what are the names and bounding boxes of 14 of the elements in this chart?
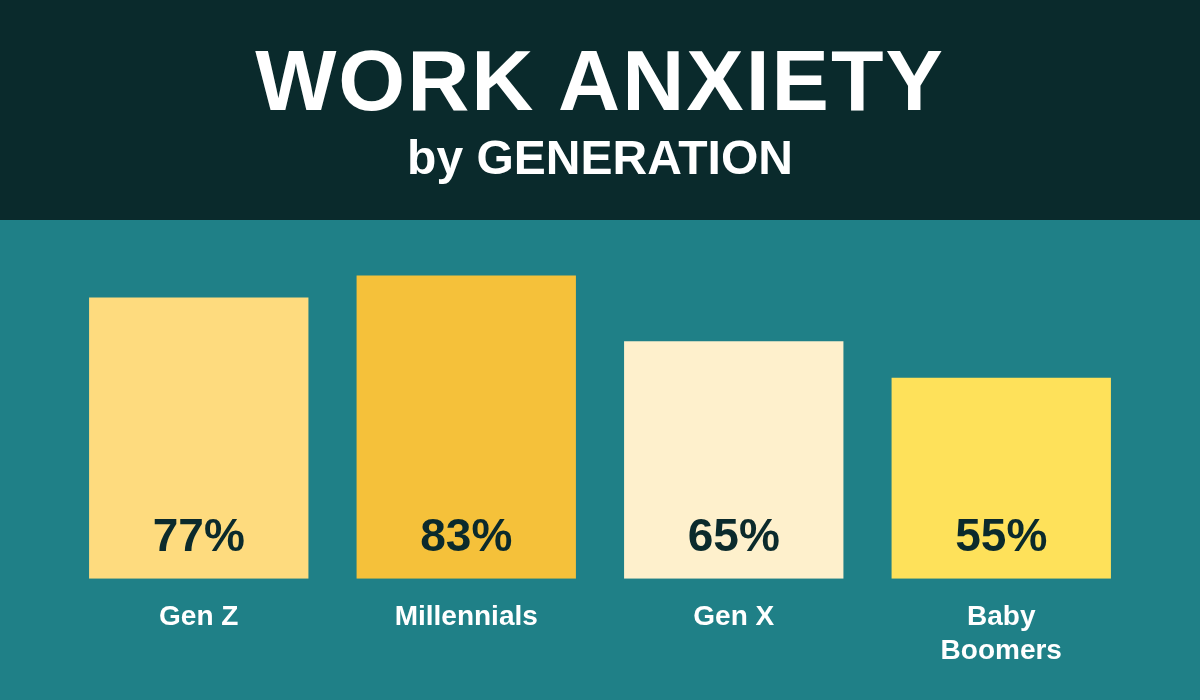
data-label: 55% xyxy=(955,508,1048,561)
bar xyxy=(89,297,309,579)
x-tick-label: Gen Z xyxy=(159,600,239,632)
data-label: 77% xyxy=(152,508,245,561)
data-label: 65% xyxy=(687,508,780,561)
x-tick-label: Gen X xyxy=(693,600,775,632)
chart-title: WORK ANXIETY xyxy=(254,32,946,128)
chart-subtitle: by GENERATION xyxy=(406,130,794,186)
bar xyxy=(891,377,1111,579)
data-label: 83% xyxy=(420,508,513,561)
x-tick-label: Millennials xyxy=(394,600,538,632)
bar xyxy=(356,275,576,579)
x-tick-label: Baby Boomers xyxy=(940,600,1062,665)
bar xyxy=(624,341,844,579)
